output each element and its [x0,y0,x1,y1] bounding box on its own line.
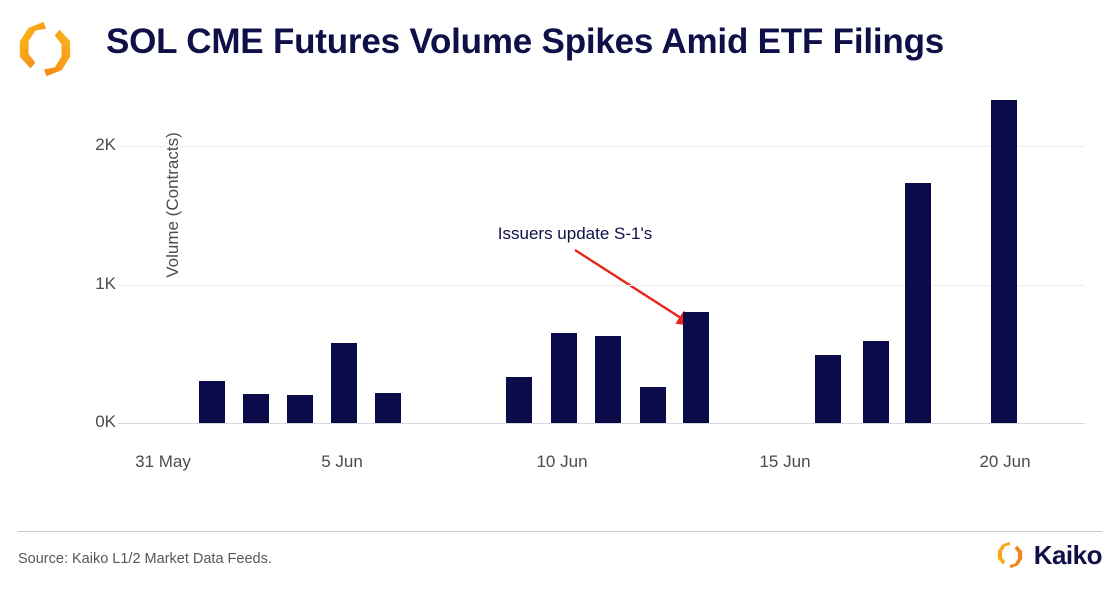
source-note: Source: Kaiko L1/2 Market Data Feeds. [18,551,272,567]
bar[interactable] [331,342,357,423]
x-axis-tick-label: 5 Jun [321,452,363,471]
footer-brand: Kaiko [995,538,1103,572]
footer-divider [18,531,1102,532]
bar[interactable] [905,183,931,423]
footer-wordmark: Kaiko [1033,540,1103,570]
kaiko-logo-icon-footer [995,540,1025,570]
bar[interactable] [243,393,269,423]
y-axis-tick-label: 2K [95,135,116,154]
y-axis-tick-label: 0K [95,412,116,431]
bar[interactable] [815,355,841,423]
x-axis-line [118,423,1085,424]
y-axis-label: Volume (Contracts) [163,132,182,278]
gridline [118,284,1085,286]
annotation-label: Issuers update S-1's [497,224,653,243]
x-axis-tick-label: 20 Jun [979,452,1031,471]
x-axis-tick-label: 15 Jun [759,452,811,471]
bar[interactable] [375,392,401,423]
plot-area: Volume (Contracts) 0K 1K 2K 31 May 5 Jun 10 J… [95,100,1085,471]
chart-container: Volume (Contracts) 0K 1K 2K 31 May 5 Jun 10 J… [0,90,1120,495]
y-axis-tick-label: 1K [95,273,116,293]
kaiko-logo-icon [14,18,76,80]
bar[interactable] [551,332,577,423]
x-axis-tick-label: 31 May [135,452,191,471]
bar[interactable] [199,381,225,423]
bar[interactable] [683,312,709,423]
bar[interactable] [991,100,1017,423]
bar[interactable] [595,335,621,423]
page-header: SOL CME Futures Volume Spikes Amid ETF F… [0,0,1120,96]
bar[interactable] [506,377,532,423]
bar[interactable] [287,395,313,423]
x-axis-tick-label: 10 Jun [536,452,588,471]
bar[interactable] [640,387,666,423]
gridline [118,146,1085,147]
bar[interactable] [863,341,889,423]
page-title: SOL CME Futures Volume Spikes Amid ETF F… [106,22,945,61]
